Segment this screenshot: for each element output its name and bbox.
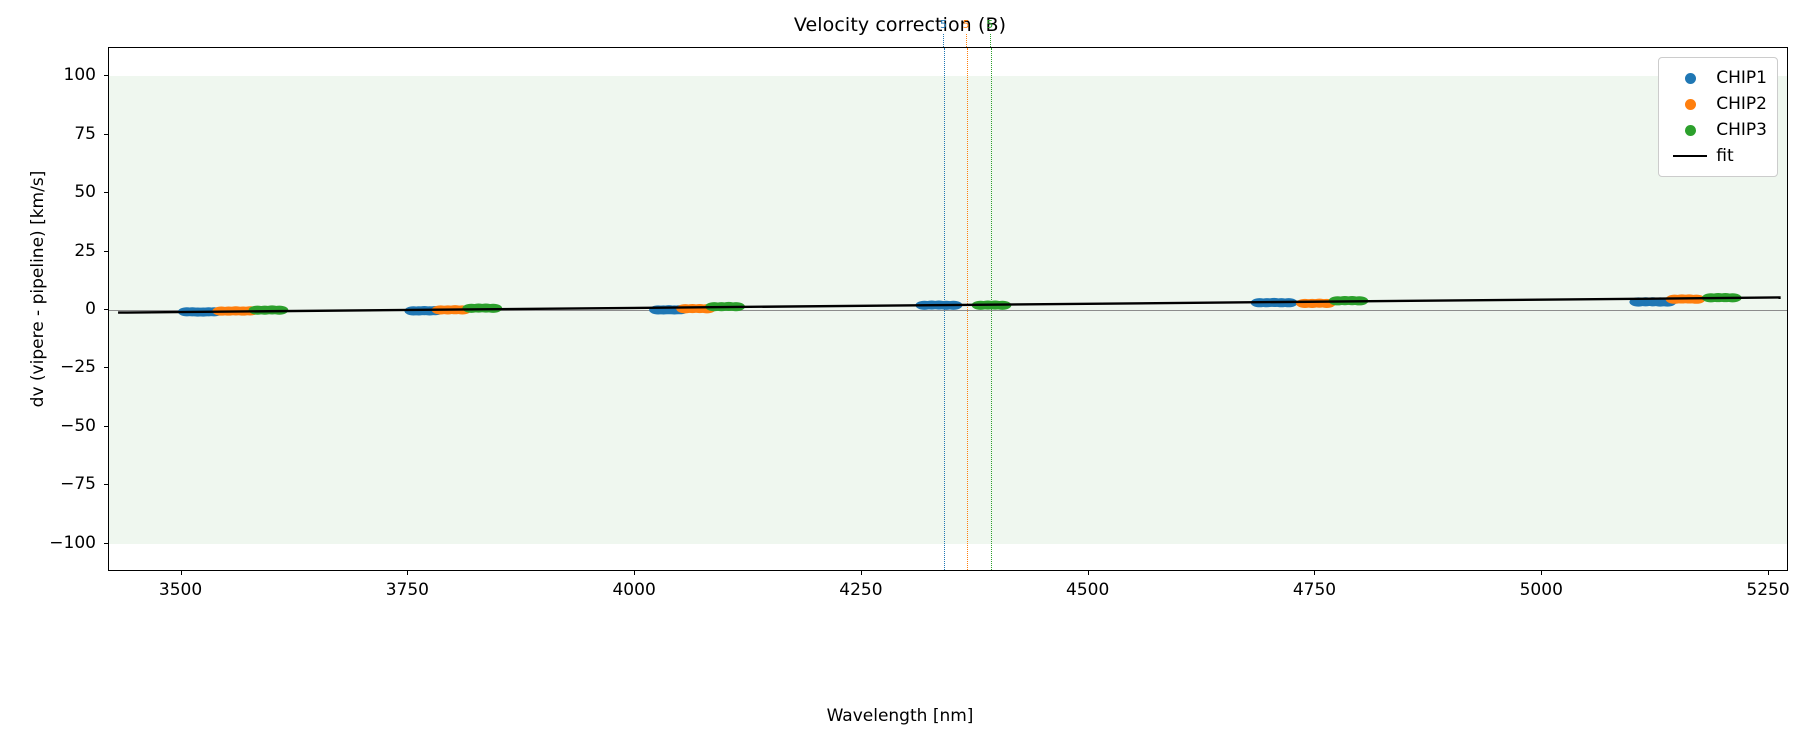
y-tick-50 (104, 192, 108, 194)
x-tick-label-3750: 3750 (385, 580, 429, 600)
x-tick-4000 (634, 571, 636, 575)
y-tick-100 (104, 75, 108, 77)
x-tick-label-4750: 4750 (1292, 580, 1337, 600)
zero-reference-line (109, 310, 1787, 311)
x-tick-4250 (860, 571, 862, 575)
legend-label-chip3: CHIP3 (1716, 120, 1767, 140)
x-tick-5250 (1768, 571, 1770, 575)
x-tick-label-4250: 4250 (839, 580, 883, 600)
data-series-layer (118, 292, 1781, 317)
y-tick--75 (104, 484, 108, 486)
y-tick-label-0: 0 (85, 299, 96, 319)
y-tick-25 (104, 250, 108, 252)
y-axis-label: dv (vipere - pipeline) [km/s] (28, 170, 48, 408)
legend-marker-fit-icon (1668, 154, 1712, 158)
x-tick-4750 (1314, 571, 1316, 575)
y-tick-label-100: 100 (63, 65, 96, 86)
legend-item-chip1[interactable]: CHIP1 (1668, 65, 1767, 91)
y-tick--25 (104, 367, 108, 369)
fit-line (118, 296, 1781, 314)
legend-item-fit[interactable]: fit (1668, 143, 1767, 169)
x-tick-4500 (1087, 571, 1089, 575)
x-tick-label-4500: 4500 (1066, 580, 1110, 600)
x-tick-3750 (407, 571, 409, 575)
legend-item-chip3[interactable]: CHIP3 (1668, 117, 1767, 143)
x-tick-label-5250: 5250 (1746, 580, 1790, 600)
x-tick-label-3500: 3500 (158, 580, 203, 600)
x-tick-label-5000: 5000 (1519, 580, 1563, 600)
y-tick--50 (104, 425, 108, 427)
x-tick-5000 (1541, 571, 1543, 575)
legend-marker-chip2-icon (1668, 98, 1712, 110)
legend[interactable]: CHIP1 CHIP2 CHIP3 fit (1658, 57, 1778, 177)
y-tick-label--75: −75 (60, 474, 96, 495)
legend-label-fit: fit (1716, 146, 1734, 166)
y-tick-75 (104, 133, 108, 135)
y-tick--100 (104, 542, 108, 544)
legend-marker-chip1-icon (1668, 72, 1712, 84)
y-tick-label--50: −50 (60, 415, 96, 436)
x-tick-3500 (180, 571, 182, 575)
page-title: Velocity correction (B) (793, 14, 1007, 36)
y-tick-label--25: −25 (60, 357, 96, 378)
legend-label-chip1: CHIP1 (1716, 68, 1767, 88)
vline-label-1: 5 (939, 18, 947, 31)
legend-label-chip2: CHIP2 (1716, 94, 1767, 114)
x-tick-label-4000: 4000 (612, 580, 656, 600)
y-tick-label--100: −100 (49, 532, 96, 553)
y-tick-label-25: 25 (74, 240, 96, 261)
vline-marker-2 (967, 48, 969, 570)
vline-stub-1 (943, 34, 945, 47)
vline-stub-3 (989, 34, 991, 47)
x-axis-label: Wavelength [nm] (826, 706, 974, 726)
legend-item-chip2[interactable]: CHIP2 (1668, 91, 1767, 117)
y-tick-label-75: 75 (74, 123, 96, 144)
vline-label-2: 5 (962, 18, 970, 31)
vline-stub-2 (966, 34, 968, 47)
plot-area[interactable]: CHIP1 CHIP2 CHIP3 fit (108, 47, 1788, 571)
vline-label-3: 5 (986, 18, 994, 31)
y-tick-0 (104, 309, 108, 310)
plot-clip (109, 48, 1787, 570)
y-tick-label-50: 50 (74, 182, 96, 203)
legend-marker-chip3-icon (1668, 124, 1712, 136)
